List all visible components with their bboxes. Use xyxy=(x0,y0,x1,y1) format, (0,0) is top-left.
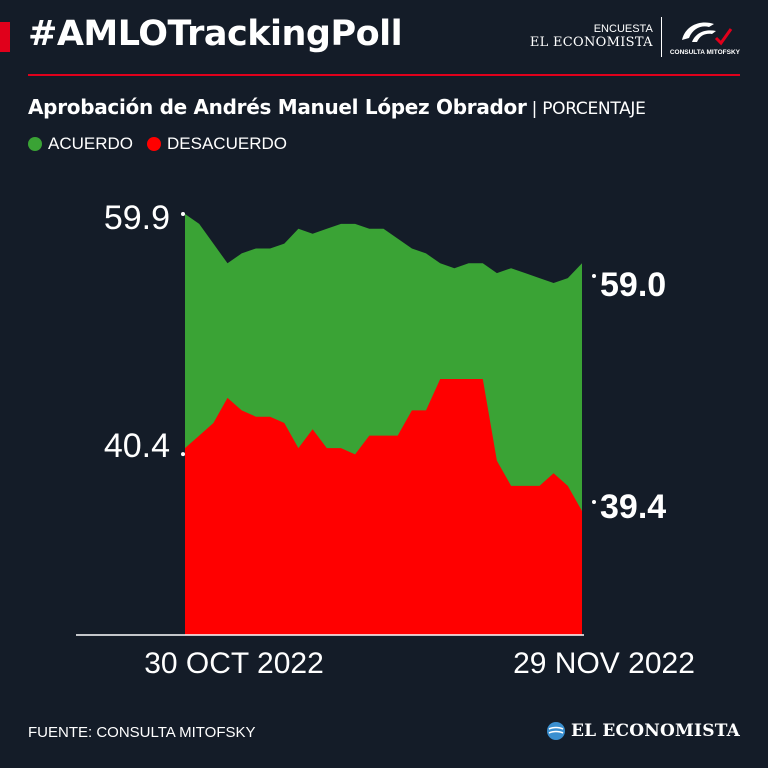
legend-item-acuerdo: ACUERDO xyxy=(28,134,133,154)
point-acuerdo-start xyxy=(181,212,185,216)
mitofsky-logo: CONSULTA MITOFSKY xyxy=(670,18,740,56)
area-desacuerdo xyxy=(185,379,582,635)
legend-label-desacuerdo: DESACUERDO xyxy=(167,134,287,153)
point-acuerdo-end xyxy=(592,274,596,278)
point-desacuerdo-start xyxy=(181,452,185,457)
label-desacuerdo-start: 40.4 xyxy=(104,427,170,465)
footer-logo-text: EL ECONOMISTA xyxy=(570,721,740,741)
legend-dot-desacuerdo xyxy=(147,137,162,151)
brand-line2: EL ECONOMISTA xyxy=(529,34,653,50)
legend-label-acuerdo: ACUERDO xyxy=(48,134,134,153)
point-desacuerdo-end xyxy=(592,500,596,504)
chart-title: Aprobación de Andrés Manuel López Obrado… xyxy=(28,95,527,119)
chart-legend: ACUERDO DESACUERDO xyxy=(28,134,301,154)
page-title: #AMLOTrackingPoll xyxy=(28,14,403,54)
x-tick-end: 29 NOV 2022 xyxy=(513,647,695,680)
chart-unit: PORCENTAJE xyxy=(542,99,646,119)
legend-dot-acuerdo xyxy=(28,137,42,151)
x-tick-start: 30 OCT 2022 xyxy=(144,647,324,680)
brand-block: ENCUESTA EL ECONOMISTA CONSULTA MITOFSKY xyxy=(530,14,740,60)
mitofsky-logo-icon xyxy=(681,22,733,46)
label-acuerdo-start: 59.9 xyxy=(104,199,170,237)
footer-logo: EL ECONOMISTA xyxy=(545,720,740,742)
accent-bar xyxy=(0,22,10,52)
brand-separator xyxy=(660,17,662,57)
chart-subtitle: Aprobación de Andrés Manuel López Obrado… xyxy=(28,95,646,119)
brand-text: ENCUESTA EL ECONOMISTA xyxy=(530,24,653,49)
title-separator: | xyxy=(526,99,543,119)
brand-line1: ENCUESTA xyxy=(593,23,653,36)
label-desacuerdo-end: 39.4 xyxy=(600,488,666,526)
label-acuerdo-end: 59.0 xyxy=(600,266,666,304)
mitofsky-logo-label: CONSULTA MITOFSKY xyxy=(669,49,740,56)
globe-icon xyxy=(546,722,565,740)
footer-source: FUENTE: CONSULTA MITOFSKY xyxy=(28,724,256,741)
header-divider xyxy=(28,74,740,76)
legend-item-desacuerdo: DESACUERDO xyxy=(147,134,287,154)
